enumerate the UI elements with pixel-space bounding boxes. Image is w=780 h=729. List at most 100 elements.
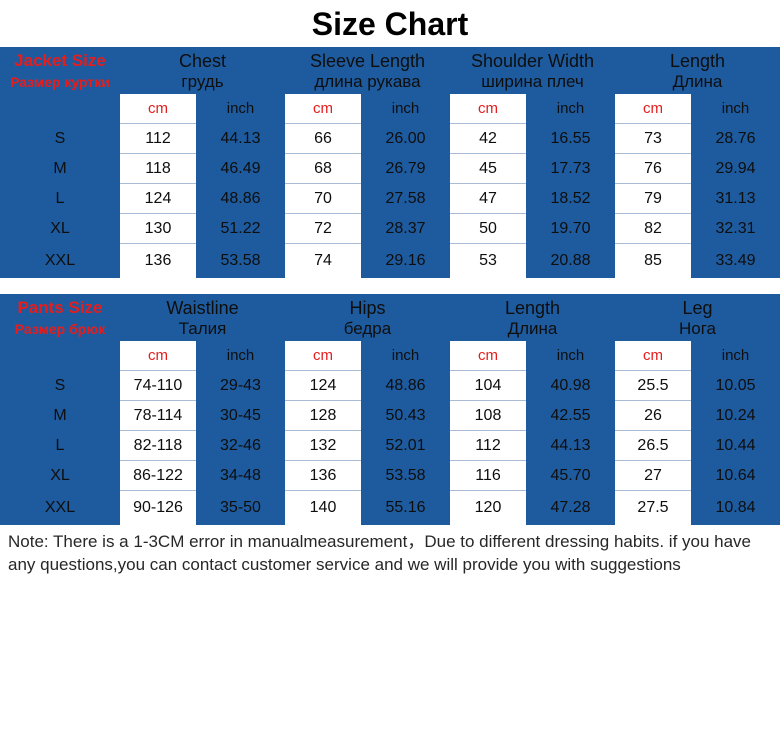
table-row: L 82-11832-46 13252.01 11244.13 26.510.4… <box>0 431 780 461</box>
cell: 29-43 <box>196 371 285 401</box>
cell: 35-50 <box>196 491 285 525</box>
col-shoulder-ru: ширина плеч <box>450 72 615 92</box>
cell: 79 <box>615 184 691 214</box>
cell: 10.64 <box>691 461 780 491</box>
cell: 53.58 <box>361 461 450 491</box>
col-waist-ru: Талия <box>120 319 285 339</box>
size-label: XXL <box>0 244 120 278</box>
cell: 73 <box>615 124 691 154</box>
cell: 33.49 <box>691 244 780 278</box>
cell: 46.49 <box>196 154 285 184</box>
cell: 140 <box>285 491 361 525</box>
cell: 136 <box>120 244 196 278</box>
cell: 124 <box>285 371 361 401</box>
size-label: XL <box>0 461 120 491</box>
cell: 32-46 <box>196 431 285 461</box>
col-chest-ru: грудь <box>120 72 285 92</box>
cell: 34-48 <box>196 461 285 491</box>
cell: 45.70 <box>526 461 615 491</box>
cell: 104 <box>450 371 526 401</box>
chart-title: Size Chart <box>0 0 780 47</box>
col-length: Length <box>615 51 780 72</box>
size-label: S <box>0 371 120 401</box>
cell: 86-122 <box>120 461 196 491</box>
cell: 50.43 <box>361 401 450 431</box>
table-row: S 74-11029-43 12448.86 10440.98 25.510.0… <box>0 371 780 401</box>
table-row: XL 13051.22 7228.37 5019.70 8232.31 <box>0 214 780 244</box>
cell: 128 <box>285 401 361 431</box>
cell: 27 <box>615 461 691 491</box>
cell: 90-126 <box>120 491 196 525</box>
cell: 70 <box>285 184 361 214</box>
col-sleeve-ru: длина рукава <box>285 72 450 92</box>
unit-inch: inch <box>361 94 450 124</box>
table-row: XXL 13653.58 7429.16 5320.88 8533.49 <box>0 244 780 278</box>
cell: 45 <box>450 154 526 184</box>
cell: 26.5 <box>615 431 691 461</box>
unit-cm: cm <box>615 341 691 371</box>
cell: 10.24 <box>691 401 780 431</box>
pants-unit-row: cminch cminch cminch cminch <box>0 341 780 371</box>
col-shoulder: Shoulder Width <box>450 51 615 72</box>
col-sleeve: Sleeve Length <box>285 51 450 72</box>
jacket-header-ru: Размер куртки грудь длина рукава ширина … <box>0 72 780 94</box>
size-label: S <box>0 124 120 154</box>
table-row: M 11846.49 6826.79 4517.73 7629.94 <box>0 154 780 184</box>
table-row: L 12448.86 7027.58 4718.52 7931.13 <box>0 184 780 214</box>
cell: 31.13 <box>691 184 780 214</box>
cell: 85 <box>615 244 691 278</box>
unit-cm: cm <box>120 94 196 124</box>
cell: 112 <box>120 124 196 154</box>
table-row: M 78-11430-45 12850.43 10842.55 2610.24 <box>0 401 780 431</box>
cell: 18.52 <box>526 184 615 214</box>
cell: 132 <box>285 431 361 461</box>
unit-inch: inch <box>691 94 780 124</box>
size-label: XL <box>0 214 120 244</box>
cell: 116 <box>450 461 526 491</box>
cell: 72 <box>285 214 361 244</box>
unit-inch: inch <box>361 341 450 371</box>
cell: 112 <box>450 431 526 461</box>
pants-header-en: Pants Size Waistline Hips Length Leg <box>0 294 780 319</box>
measurement-note: Note: There is a 1-3CM error in manualme… <box>0 525 780 587</box>
cell: 48.86 <box>196 184 285 214</box>
table-row: XXL 90-12635-50 14055.16 12047.28 27.510… <box>0 491 780 525</box>
cell: 30-45 <box>196 401 285 431</box>
table-row: XL 86-12234-48 13653.58 11645.70 2710.64 <box>0 461 780 491</box>
cell: 42 <box>450 124 526 154</box>
cell: 78-114 <box>120 401 196 431</box>
col-length-ru: Длина <box>615 72 780 92</box>
unit-cm: cm <box>450 94 526 124</box>
size-label: XXL <box>0 491 120 525</box>
col-plength: Length <box>450 298 615 319</box>
cell: 66 <box>285 124 361 154</box>
jacket-size-label-ru: Размер куртки <box>0 73 120 91</box>
unit-cm: cm <box>285 94 361 124</box>
size-label: L <box>0 431 120 461</box>
cell: 76 <box>615 154 691 184</box>
cell: 19.70 <box>526 214 615 244</box>
table-row: S 11244.13 6626.00 4216.55 7328.76 <box>0 124 780 154</box>
pants-size-label-ru: Размер брюк <box>0 320 120 338</box>
cell: 74-110 <box>120 371 196 401</box>
cell: 32.31 <box>691 214 780 244</box>
cell: 26.79 <box>361 154 450 184</box>
jacket-unit-row: cminch cminch cminch cminch <box>0 94 780 124</box>
cell: 68 <box>285 154 361 184</box>
cell: 29.16 <box>361 244 450 278</box>
cell: 26.00 <box>361 124 450 154</box>
col-hips: Hips <box>285 298 450 319</box>
col-hips-ru: бедра <box>285 319 450 339</box>
cell: 20.88 <box>526 244 615 278</box>
cell: 10.84 <box>691 491 780 525</box>
size-label: L <box>0 184 120 214</box>
cell: 52.01 <box>361 431 450 461</box>
pants-header-ru: Размер брюк Талия бедра Длина Нога <box>0 319 780 341</box>
cell: 42.55 <box>526 401 615 431</box>
cell: 53 <box>450 244 526 278</box>
cell: 47 <box>450 184 526 214</box>
cell: 26 <box>615 401 691 431</box>
col-waist: Waistline <box>120 298 285 319</box>
cell: 130 <box>120 214 196 244</box>
unit-inch: inch <box>526 341 615 371</box>
